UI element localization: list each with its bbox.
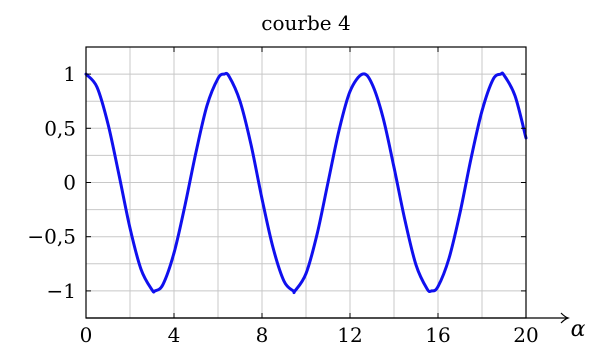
x-tick-label: 4 [168, 323, 181, 347]
x-axis-arrow [560, 312, 570, 324]
x-axis [86, 312, 570, 324]
x-tick-label: 20 [513, 323, 538, 347]
x-tick-label: 16 [425, 323, 450, 347]
chart-title: courbe 4 [261, 11, 350, 35]
y-tick-label: 0,5 [44, 116, 76, 140]
x-tick-label: 12 [337, 323, 362, 347]
y-tick-label: 1 [63, 62, 76, 86]
y-tick-label: 0 [63, 171, 76, 195]
series-line [84, 71, 528, 295]
y-tick-label: −1 [47, 279, 76, 303]
x-axis-label: α [571, 317, 586, 342]
x-tick-label: 8 [256, 323, 269, 347]
ticks: 0 4 8 12 16 20 1 0,5 0 −0,5 −1 [27, 47, 539, 347]
series-layer [84, 71, 528, 295]
y-tick-label: −0,5 [27, 225, 76, 249]
grid [85, 46, 527, 319]
x-tick-label: 0 [80, 323, 93, 347]
